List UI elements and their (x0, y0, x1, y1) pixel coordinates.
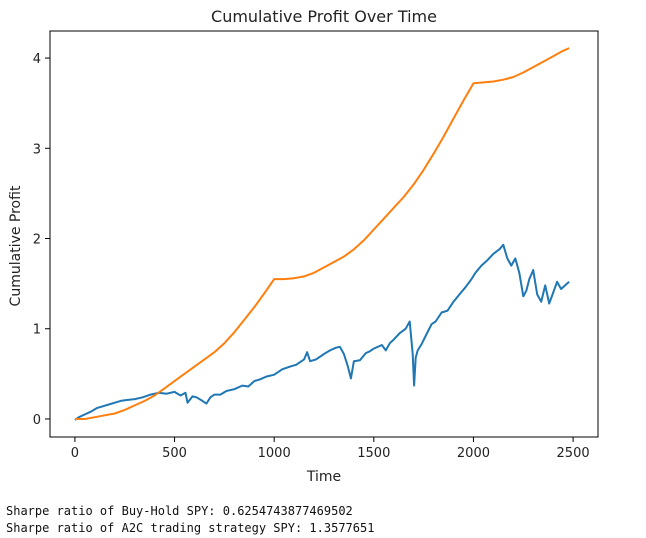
x-tick-label: 500 (162, 446, 187, 461)
x-tick-label: 2000 (457, 446, 490, 461)
x-tick-label: 1500 (357, 446, 390, 461)
x-axis-label: Time (306, 469, 341, 485)
cumulative-profit-chart: Cumulative Profit Over Time Time Cumulat… (8, 7, 599, 485)
x-tick-label: 1000 (258, 446, 291, 461)
x-axis-ticks: 0 500 1000 1500 2000 2500 (71, 437, 590, 461)
console-output: Sharpe ratio of Buy-Hold SPY: 0.62547438… (6, 503, 374, 537)
y-tick-label: 2 (33, 233, 41, 248)
y-tick-label: 0 (33, 413, 41, 428)
y-tick-label: 3 (33, 142, 41, 157)
a2c-sharpe-line: Sharpe ratio of A2C trading strategy SPY… (6, 521, 375, 535)
chart-title: Cumulative Profit Over Time (211, 7, 437, 26)
plot-area: 0 500 1000 1500 2000 2500 0 1 2 3 4 (33, 30, 599, 461)
y-tick-label: 1 (33, 323, 41, 338)
series-line-1 (74, 47, 570, 420)
x-tick-label: 2500 (557, 446, 590, 461)
plot-frame (49, 30, 599, 438)
y-tick-label: 4 (33, 52, 41, 67)
buy-hold-sharpe-line: Sharpe ratio of Buy-Hold SPY: 0.62547438… (6, 504, 353, 518)
x-tick-label: 0 (71, 446, 79, 461)
series-line-0 (74, 243, 570, 421)
y-axis-ticks: 0 1 2 3 4 (33, 52, 50, 428)
series-layer (74, 47, 570, 421)
y-axis-label: Cumulative Profit (8, 185, 24, 306)
